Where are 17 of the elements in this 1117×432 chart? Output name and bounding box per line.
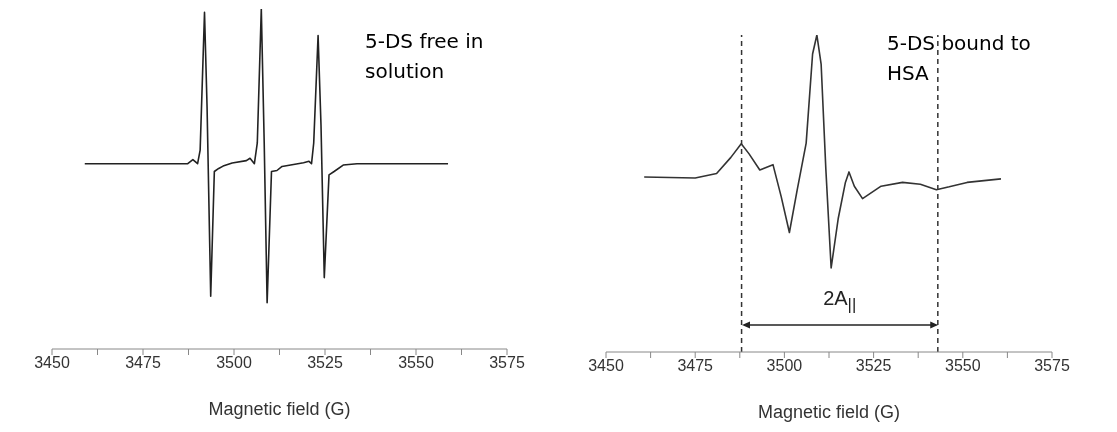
x-tick-label: 3525 [855,357,892,375]
x-tick-label: 3450 [588,357,624,375]
x-tick-label: 3550 [945,357,981,375]
x-tick-label: 3550 [398,354,434,372]
x-tick-label: 3575 [489,354,525,372]
x-tick-label: 3575 [1034,357,1070,375]
annotation: 5-DS bound to HSA [887,30,1032,87]
x-axis-title: Magnetic field (G) [208,399,351,419]
x-tick-label: 3475 [125,354,161,372]
annotation: 5-DS free in solution [365,28,485,85]
annotation: 2A$_{||}$ [822,287,858,315]
x-tick-label: 3500 [766,357,803,375]
x-tick-label: 3475 [677,357,714,375]
x-tick-label: 3500 [216,354,252,372]
x-tick-label: 3525 [307,354,343,372]
x-axis-title: Magnetic field (G) [757,402,901,422]
x-tick-label: 3450 [34,354,70,372]
